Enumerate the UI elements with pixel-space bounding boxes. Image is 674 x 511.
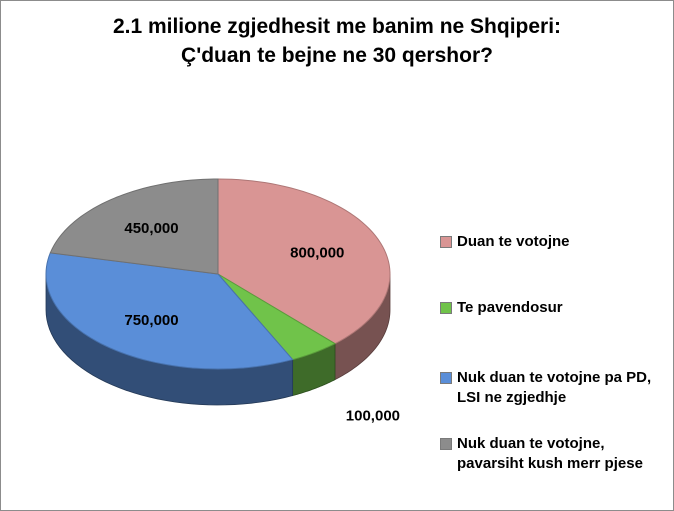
legend-label: Nuk duan te votojne, pavarsiht kush merr… [457, 435, 643, 472]
pie-slice-2 [45, 252, 294, 370]
legend-item-duan-te-votojne: Duan te votojne [440, 232, 672, 252]
legend-label: Duan te votojne [457, 233, 570, 250]
data-label-2: 750,000 [124, 312, 178, 329]
pie-slice-1 [217, 273, 337, 361]
pie-tops [45, 178, 391, 370]
legend-label: Te pavendosur [457, 299, 563, 316]
data-label-3: 450,000 [124, 220, 178, 237]
legend-swatch [440, 372, 452, 384]
legend-item-te-pavendosur: Te pavendosur [440, 298, 672, 318]
pie-slice-3 [49, 178, 219, 275]
data-label-1: 100,000 [346, 408, 400, 425]
legend-item-nuk-duan-pa-pd-lsi: Nuk duan te votojne pa PD, LSI ne zgjedh… [440, 368, 672, 408]
pie-data-labels: 800,000 100,000 750,000 450,000 [124, 220, 400, 425]
legend-swatch [440, 302, 452, 314]
chart-title: 2.1 milione zgjedhesit me banim ne Shqip… [112, 15, 562, 38]
chart-title-block: 2.1 milione zgjedhesit me banim ne Shqip… [0, 12, 674, 70]
legend-label: Nuk duan te votojne pa PD, LSI ne zgjedh… [457, 369, 652, 406]
legend-item-nuk-duan-pavarsisht: Nuk duan te votojne, pavarsiht kush merr… [440, 434, 672, 474]
legend-swatch [440, 236, 452, 248]
legend-swatch [440, 438, 452, 450]
pie-slice-0 [217, 178, 391, 345]
chart-subtitle: Ç'duan te bejne ne 30 qershor? [181, 44, 493, 67]
data-label-0: 800,000 [290, 245, 344, 262]
